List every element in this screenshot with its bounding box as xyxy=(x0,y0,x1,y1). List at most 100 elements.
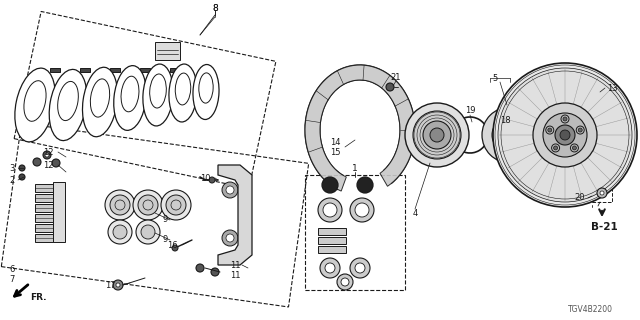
Circle shape xyxy=(386,83,394,91)
Text: 6: 6 xyxy=(10,266,15,275)
Circle shape xyxy=(482,107,538,163)
Circle shape xyxy=(172,245,178,251)
Circle shape xyxy=(413,111,461,159)
Text: 10: 10 xyxy=(200,173,211,182)
Bar xyxy=(318,228,346,235)
Circle shape xyxy=(561,115,569,123)
Text: 8: 8 xyxy=(212,4,218,12)
Circle shape xyxy=(341,278,349,286)
Text: 7: 7 xyxy=(10,276,15,284)
Text: 17: 17 xyxy=(105,281,115,290)
Text: 4: 4 xyxy=(412,209,418,218)
Circle shape xyxy=(423,121,451,149)
Circle shape xyxy=(52,159,60,167)
Circle shape xyxy=(560,130,570,140)
Polygon shape xyxy=(305,65,415,191)
Bar xyxy=(35,194,53,202)
Circle shape xyxy=(570,144,579,152)
Circle shape xyxy=(578,128,582,132)
Text: TGV4B2200: TGV4B2200 xyxy=(568,306,612,315)
Bar xyxy=(592,184,612,202)
Circle shape xyxy=(597,188,607,198)
Bar xyxy=(170,68,180,72)
Circle shape xyxy=(563,117,567,121)
Text: 16: 16 xyxy=(166,241,177,250)
Ellipse shape xyxy=(49,69,87,140)
Circle shape xyxy=(320,258,340,278)
Bar xyxy=(35,204,53,212)
Bar xyxy=(318,237,346,244)
Circle shape xyxy=(108,220,132,244)
Circle shape xyxy=(116,283,120,287)
Circle shape xyxy=(492,117,528,153)
Circle shape xyxy=(211,268,219,276)
Ellipse shape xyxy=(15,68,55,142)
Bar xyxy=(35,184,53,192)
Circle shape xyxy=(133,190,163,220)
Circle shape xyxy=(161,190,191,220)
Circle shape xyxy=(141,225,155,239)
Circle shape xyxy=(323,203,337,217)
Circle shape xyxy=(105,190,135,220)
Circle shape xyxy=(533,103,597,167)
Circle shape xyxy=(325,263,335,273)
Bar xyxy=(35,214,53,222)
Circle shape xyxy=(502,127,518,143)
Text: 9: 9 xyxy=(163,236,168,244)
Circle shape xyxy=(576,126,584,134)
Bar xyxy=(35,224,53,232)
Circle shape xyxy=(226,186,234,194)
Circle shape xyxy=(337,274,353,290)
Circle shape xyxy=(43,151,51,159)
Text: 11: 11 xyxy=(230,260,240,269)
Circle shape xyxy=(45,153,49,157)
Circle shape xyxy=(548,128,552,132)
Circle shape xyxy=(226,234,234,242)
Polygon shape xyxy=(218,165,252,265)
Circle shape xyxy=(572,146,577,150)
Ellipse shape xyxy=(175,73,191,105)
Circle shape xyxy=(495,125,501,131)
Bar xyxy=(140,68,150,72)
Bar xyxy=(305,175,405,290)
Circle shape xyxy=(543,113,587,157)
Text: 12: 12 xyxy=(43,161,53,170)
Ellipse shape xyxy=(58,81,78,121)
Circle shape xyxy=(405,103,469,167)
Circle shape xyxy=(498,68,632,202)
Text: FR.: FR. xyxy=(29,293,46,302)
Ellipse shape xyxy=(114,66,147,130)
Bar xyxy=(155,42,180,60)
Text: 14: 14 xyxy=(330,138,340,147)
Text: 21: 21 xyxy=(391,73,401,82)
Circle shape xyxy=(222,182,238,198)
Circle shape xyxy=(355,203,369,217)
Text: 13: 13 xyxy=(607,84,618,92)
Bar xyxy=(110,68,120,72)
Circle shape xyxy=(493,63,637,207)
Ellipse shape xyxy=(193,65,219,119)
Text: 1: 1 xyxy=(352,164,358,172)
Circle shape xyxy=(555,125,575,145)
Circle shape xyxy=(19,174,25,180)
Bar xyxy=(50,68,60,72)
Circle shape xyxy=(138,195,158,215)
Circle shape xyxy=(600,191,604,195)
Circle shape xyxy=(350,198,374,222)
Circle shape xyxy=(499,119,505,125)
Text: 3: 3 xyxy=(10,164,15,172)
Circle shape xyxy=(113,225,127,239)
Ellipse shape xyxy=(150,74,166,108)
Ellipse shape xyxy=(169,64,197,122)
Ellipse shape xyxy=(143,64,173,126)
Text: 15: 15 xyxy=(330,148,340,156)
Circle shape xyxy=(355,263,365,273)
Text: 11: 11 xyxy=(230,271,240,281)
Ellipse shape xyxy=(121,76,139,112)
Text: 18: 18 xyxy=(500,116,510,124)
Text: 19: 19 xyxy=(465,106,476,115)
Circle shape xyxy=(209,177,215,183)
Circle shape xyxy=(196,264,204,272)
Text: B-21: B-21 xyxy=(591,222,618,232)
Ellipse shape xyxy=(90,79,109,117)
